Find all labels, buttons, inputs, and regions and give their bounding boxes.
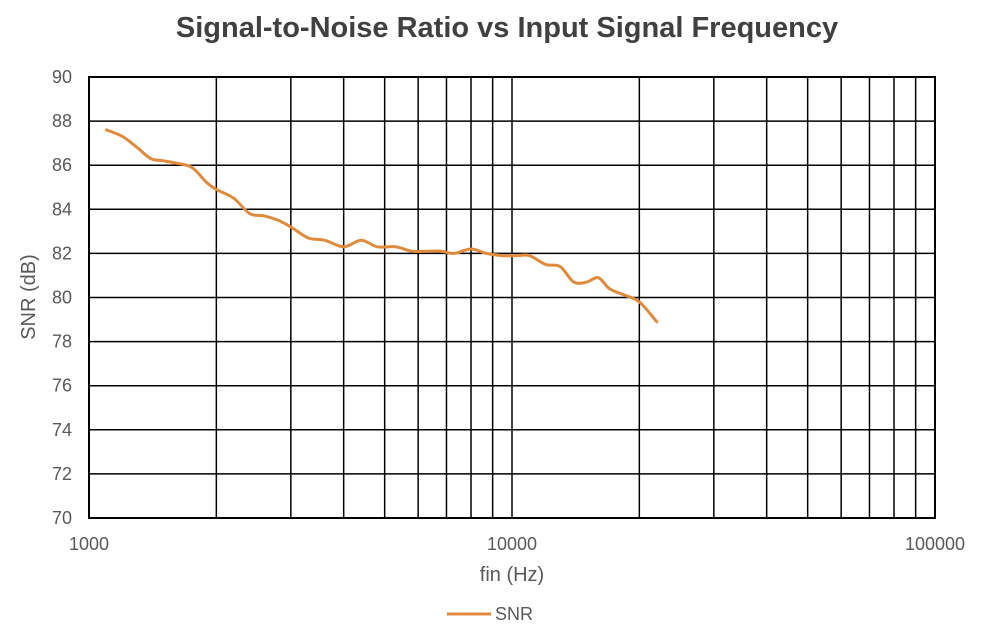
y-tick-label: 84 [52,199,72,219]
y-tick-label: 86 [52,155,72,175]
chart-title: Signal-to-Noise Ratio vs Input Signal Fr… [176,12,838,44]
y-tick-label: 88 [52,111,72,131]
y-tick-label: 74 [52,420,72,440]
y-axis-tick-labels: 70 72 74 76 78 80 82 84 86 88 90 [52,67,72,528]
y-tick-label: 78 [52,332,72,352]
x-axis-label: fin (Hz) [480,564,544,586]
legend: SNR [447,604,533,624]
legend-label-snr: SNR [495,604,533,624]
series-line-snr [105,128,659,324]
y-tick-label: 80 [52,288,72,308]
y-tick-label: 70 [52,508,72,528]
y-tick-label: 82 [52,243,72,263]
plot-area-frame [88,76,936,519]
x-tick-label: 1000 [69,534,109,554]
x-tick-label: 100000 [905,534,965,554]
y-tick-label: 72 [52,464,72,484]
y-axis-label: SNR (dB) [18,254,40,340]
x-tick-label: 10000 [487,534,537,554]
y-tick-label: 90 [52,67,72,87]
x-axis-tick-labels: 1000 10000 100000 [69,534,965,554]
y-tick-label: 76 [52,376,72,396]
series-layer [105,128,659,324]
